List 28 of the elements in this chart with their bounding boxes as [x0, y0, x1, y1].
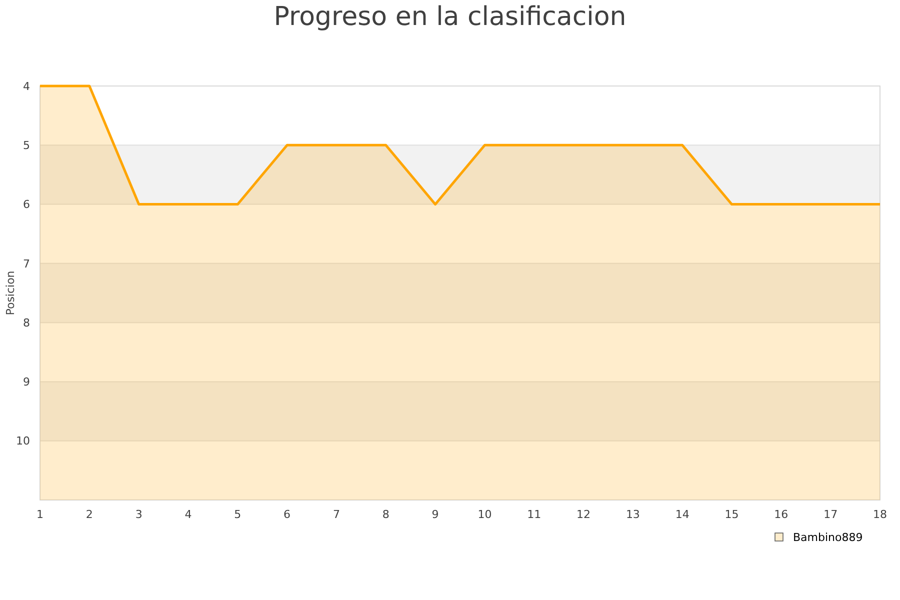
x-tick-label: 9 — [432, 508, 439, 521]
y-tick-label: 4 — [23, 80, 30, 93]
x-tick-label: 17 — [824, 508, 838, 521]
x-tick-label: 6 — [284, 508, 291, 521]
x-tick-label: 14 — [675, 508, 690, 521]
x-tick-label: 11 — [527, 508, 542, 521]
x-tick-label: 12 — [576, 508, 591, 521]
legend-label: Bambino889 — [793, 530, 863, 544]
x-tick-label: 3 — [135, 508, 142, 521]
y-tick-label: 9 — [23, 376, 30, 389]
x-tick-label: 16 — [774, 508, 788, 521]
x-tick-label: 13 — [626, 508, 640, 521]
y-tick-label: 10 — [16, 434, 30, 448]
y-tick-label: 6 — [23, 198, 30, 212]
x-tick-label: 7 — [332, 508, 340, 521]
chart-title: Progreso en la clasificacion — [274, 2, 626, 32]
y-axis-title: Posicion — [4, 270, 17, 316]
y-tick-label: 5 — [23, 138, 30, 152]
x-tick-label: 8 — [382, 508, 390, 521]
x-tick-label: 18 — [873, 508, 887, 521]
y-tick-label: 7 — [23, 257, 30, 270]
x-tick-label: 2 — [86, 508, 93, 521]
x-tick-label: 5 — [234, 508, 242, 521]
x-tick-label: 1 — [36, 508, 44, 521]
x-tick-label: 10 — [478, 508, 492, 521]
x-tick-label: 15 — [724, 508, 739, 521]
x-tick-label: 4 — [184, 508, 192, 521]
y-tick-label: 8 — [23, 316, 30, 330]
